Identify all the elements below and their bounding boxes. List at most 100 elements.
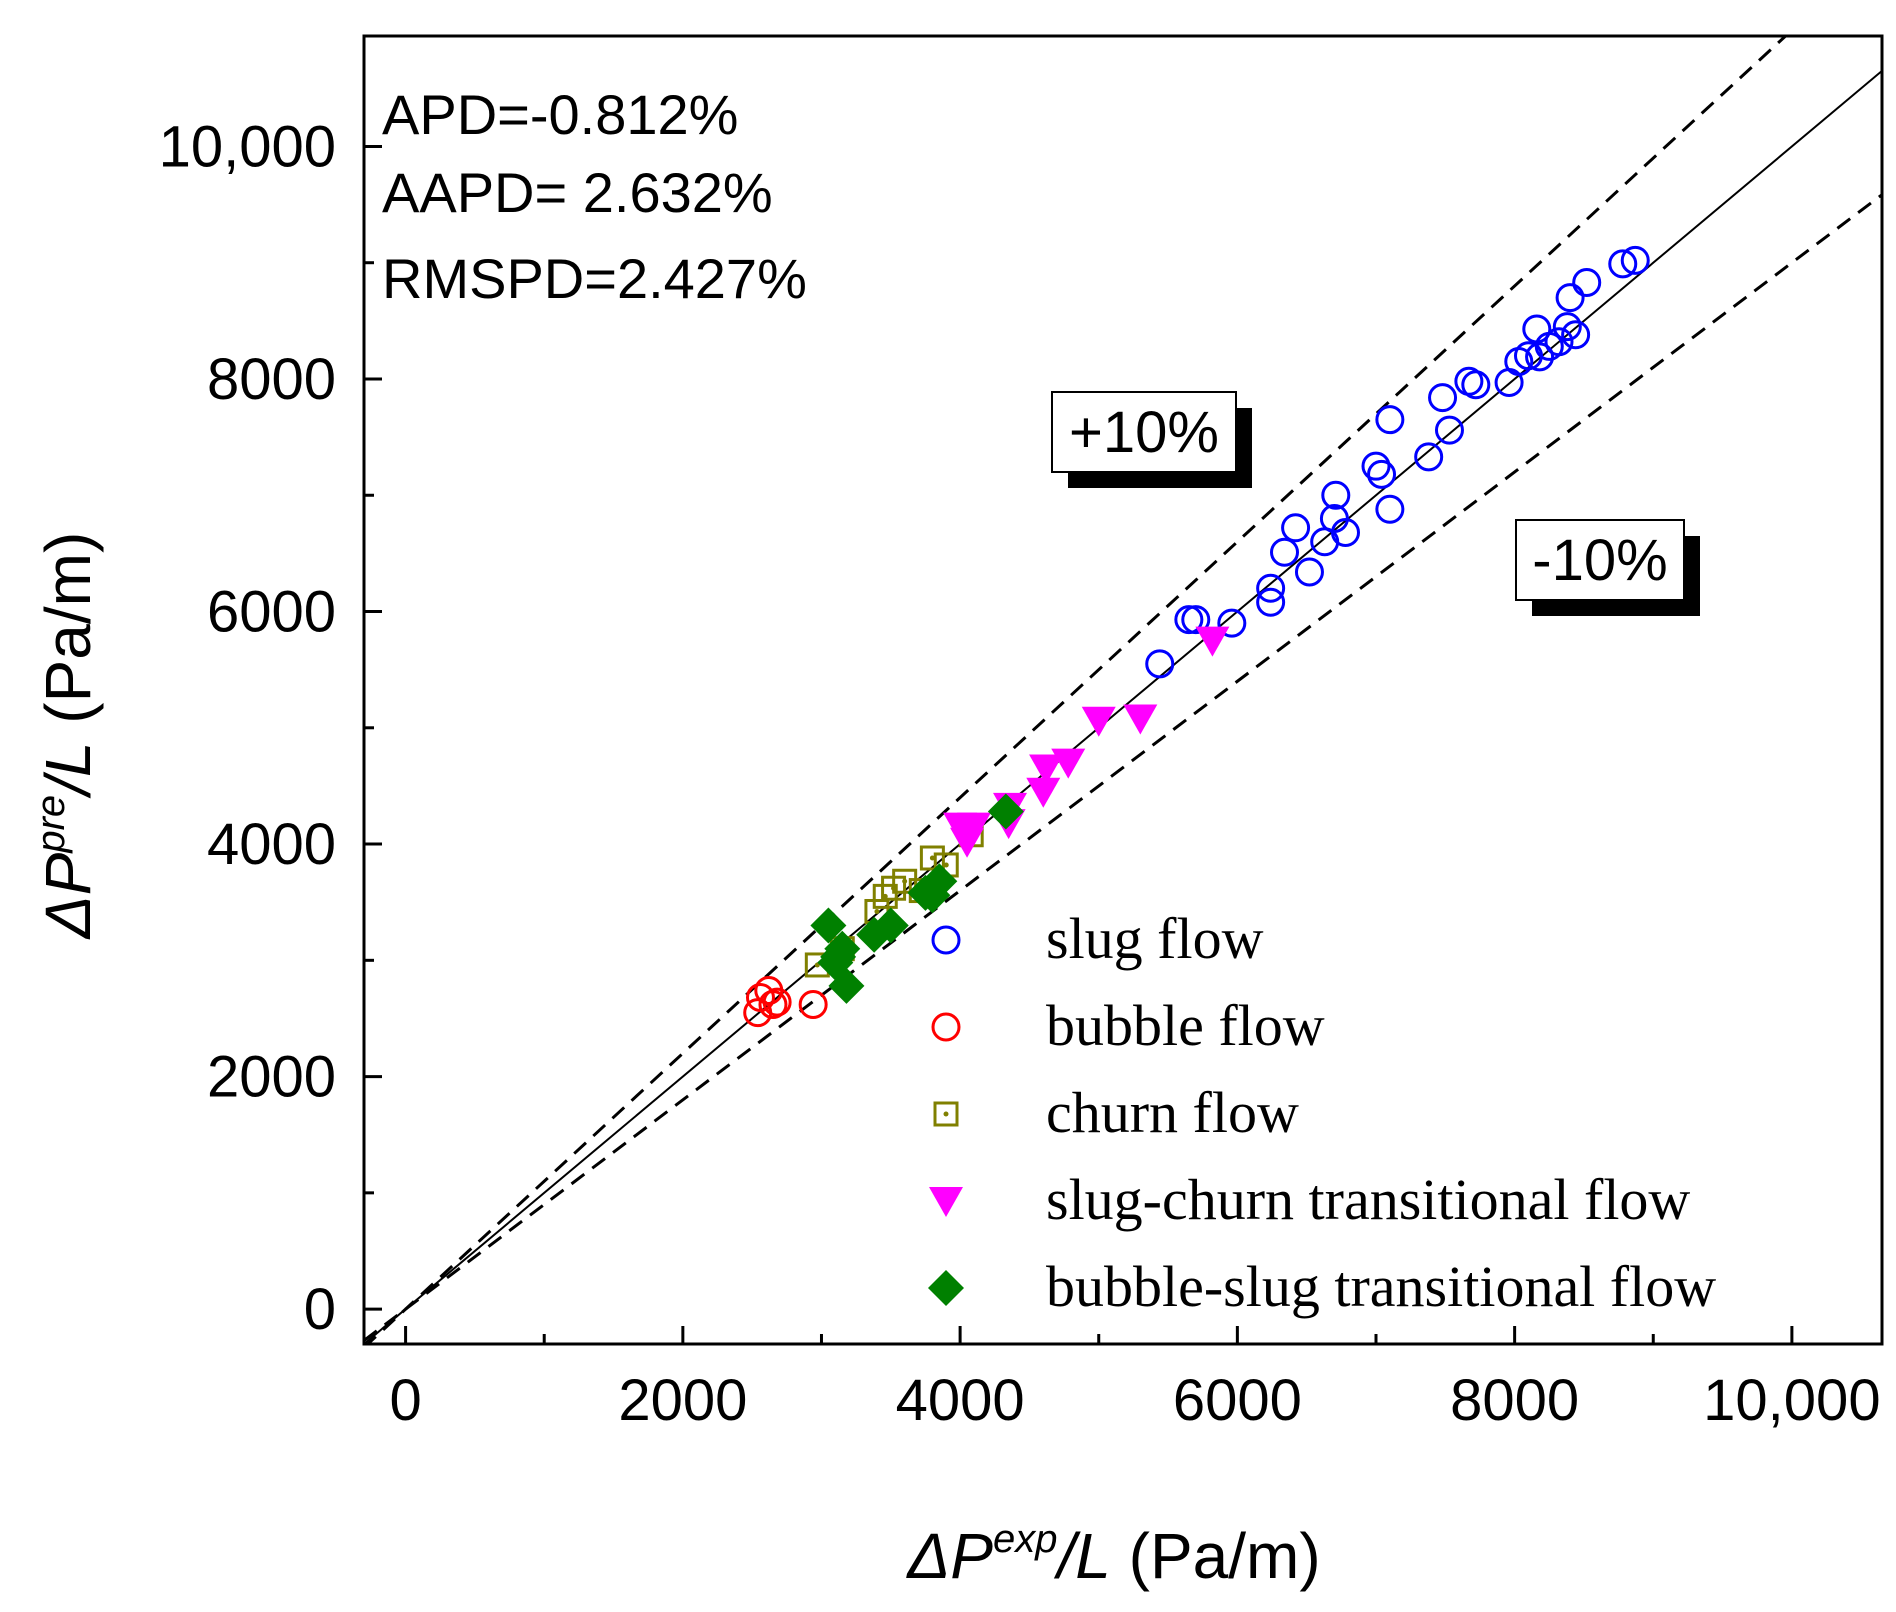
y-axis-ticks: 0 2000 4000 6000 8000 10,000 (159, 114, 382, 1342)
legend-marker-churn-flow-dot (943, 1111, 949, 1117)
point-slug-flow (1414, 442, 1444, 472)
reference-line-plus-10 (365, 36, 1788, 1344)
reference-lines (364, 36, 1882, 1344)
point-slug-flow (1572, 267, 1602, 297)
point-bubble-flow (762, 987, 792, 1017)
point-bubble-slug-transitional-flow (921, 863, 958, 900)
x-axis-title: ΔPexp/L (Pa/m) (905, 1517, 1320, 1592)
y-tick-label: 2000 (207, 1045, 336, 1110)
point-slug-flow (1561, 320, 1591, 350)
point-slug-flow (1434, 415, 1464, 445)
point-churn-flow-dot (943, 862, 949, 868)
x-axis-ticks: 0 2000 4000 6000 8000 10,000 (389, 1326, 1881, 1433)
statistics-block: APD=-0.812% AAPD= 2.632% RMSPD=2.427% (382, 83, 807, 310)
legend-marker-churn-flow (933, 1101, 959, 1127)
point-slug-flow (1331, 517, 1361, 547)
x-axis-title-suffix: /L (1053, 1520, 1110, 1592)
stat-apd: APD=-0.812% (382, 83, 738, 146)
point-slug-flow (1544, 327, 1574, 357)
legend-marker-bubble-flow (931, 1012, 961, 1042)
minus-10-label: -10% (1532, 528, 1667, 593)
point-slug-flow (1361, 451, 1391, 481)
y-tick-label: 8000 (207, 347, 336, 412)
point-slug-flow (1217, 608, 1247, 638)
legend: slug flow bubble flow churn flow slug-churn… (928, 906, 1716, 1319)
legend-marker-slug-flow (931, 925, 961, 955)
point-churn-flow (919, 845, 945, 871)
stat-rmspd: RMSPD=2.427% (382, 247, 807, 310)
point-slug-flow (1367, 459, 1397, 489)
legend-marker-slug-churn-transitional-flow (929, 1187, 963, 1217)
reference-line-parity (364, 70, 1882, 1344)
point-slug-flow (1321, 480, 1351, 510)
point-slug-flow (1555, 283, 1585, 313)
point-slug-flow (1620, 245, 1650, 275)
point-slug-flow (1552, 312, 1582, 342)
point-bubble-slug-transitional-flow (987, 793, 1024, 830)
legend-label-slug-flow: slug flow (1046, 906, 1264, 971)
point-bubble-slug-transitional-flow (872, 907, 909, 944)
point-slug-flow (1145, 649, 1175, 679)
point-bubble-slug-transitional-flow (810, 907, 847, 944)
point-slug-flow (1375, 494, 1405, 524)
point-slug-churn-transitional-flow (950, 827, 985, 858)
point-slug-flow (1174, 605, 1204, 635)
y-axis-title-sup: pre (29, 795, 73, 854)
point-bubble-slug-transitional-flow (824, 930, 861, 967)
point-slug-flow (1428, 383, 1458, 413)
x-tick-label: 2000 (618, 1368, 747, 1433)
point-bubble-flow (798, 990, 828, 1020)
point-slug-flow (1461, 370, 1491, 400)
point-bubble-flow (758, 990, 788, 1020)
plus-10-label: +10% (1069, 400, 1219, 465)
legend-marker-churn-flow-box (933, 1101, 959, 1127)
y-tick-label: 6000 (207, 580, 336, 645)
point-churn-flow-dot (874, 908, 880, 914)
point-slug-churn-transitional-flow (1051, 748, 1086, 779)
point-churn-flow-dot (929, 855, 935, 861)
y-axis-title-suffix: /L (32, 741, 104, 798)
y-tick-label: 0 (304, 1277, 336, 1342)
point-slug-churn-transitional-flow (1029, 754, 1064, 785)
point-slug-flow (1181, 605, 1211, 635)
point-slug-churn-transitional-flow (1026, 777, 1061, 808)
point-slug-flow (1608, 249, 1638, 279)
legend-label-slug-churn-transitional-flow: slug-churn transitional flow (1046, 1167, 1690, 1232)
point-churn-flow-box (872, 883, 898, 909)
x-axis-title-unit: (Pa/m) (1111, 1520, 1321, 1592)
point-bubble-slug-transitional-flow (828, 967, 865, 1004)
y-axis-title: ΔPpre/L (Pa/m) (29, 532, 104, 941)
x-axis-title-prefix: ΔP (905, 1520, 993, 1592)
reference-line-minus-10 (364, 193, 1882, 1342)
point-slug-flow (1256, 587, 1286, 617)
stat-aapd: AAPD= 2.632% (382, 161, 773, 224)
point-churn-flow-box (892, 868, 918, 894)
data-points (743, 245, 1650, 1028)
x-axis-title-sup: exp (993, 1517, 1058, 1561)
legend-label-bubble-flow: bubble flow (1046, 993, 1325, 1058)
x-tick-label: 8000 (1450, 1368, 1579, 1433)
plus-10-label-box: +10% (1051, 391, 1252, 488)
x-tick-label: 10,000 (1703, 1368, 1880, 1433)
y-axis-title-prefix: ΔP (32, 852, 104, 940)
legend-marker-bubble-slug-transitional-flow (928, 1270, 964, 1306)
plot-area (362, 34, 1884, 1346)
x-tick-label: 0 (389, 1368, 421, 1433)
point-slug-churn-transitional-flow (956, 812, 991, 843)
point-slug-flow (1256, 573, 1286, 603)
point-churn-flow (892, 868, 918, 894)
point-slug-flow (1294, 557, 1324, 587)
point-churn-flow-box (919, 845, 945, 871)
y-tick-label: 4000 (207, 812, 336, 877)
y-tick-label: 10,000 (159, 114, 336, 179)
x-tick-label: 6000 (1173, 1368, 1302, 1433)
legend-label-bubble-slug-transitional-flow: bubble-slug transitional flow (1046, 1254, 1716, 1319)
point-slug-churn-transitional-flow (1123, 704, 1158, 735)
point-slug-flow (1525, 342, 1555, 372)
point-slug-flow (1270, 537, 1300, 567)
point-slug-churn-transitional-flow (1195, 626, 1230, 657)
point-slug-flow (1375, 405, 1405, 435)
minus-10-label-box: -10% (1515, 519, 1700, 616)
y-axis-title-unit: (Pa/m) (32, 532, 104, 742)
